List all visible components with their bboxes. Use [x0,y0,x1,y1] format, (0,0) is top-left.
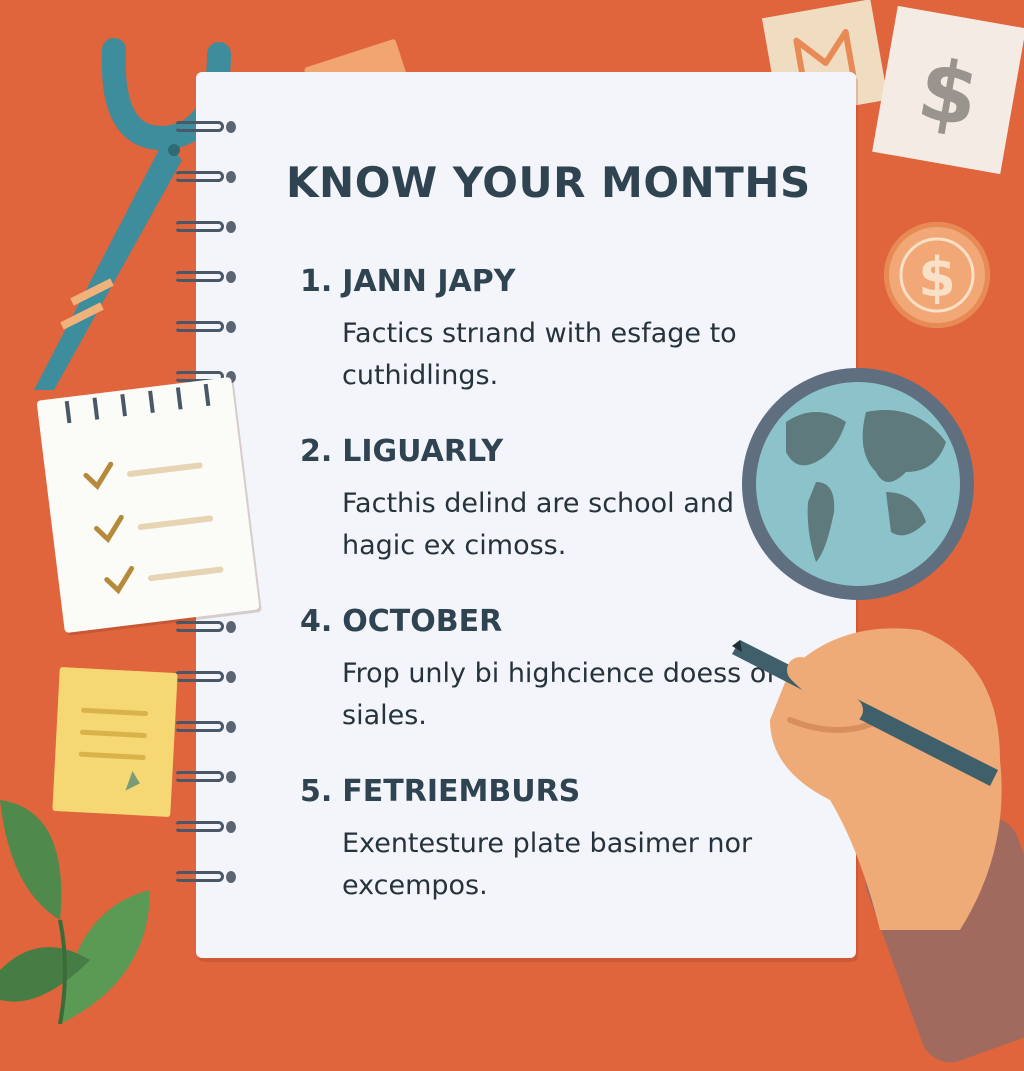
spiral-ring [170,768,236,786]
entry-heading: 4. OCTOBER [300,604,800,639]
entry-number: 5. [300,774,333,809]
svg-text:$: $ [918,246,956,309]
globe-icon [756,382,960,586]
spiral-ring [170,618,236,636]
plant-leaves-icon [0,770,190,1025]
dollar-card-icon: $ [872,5,1024,175]
dollar-coin-icon: $ [884,222,990,328]
list-item: 2. LIGUARLY Facthis delind are school and… [300,434,800,567]
spiral-ring [170,668,236,686]
entry-number: 4. [300,604,333,639]
m-card-icon [761,0,889,119]
entry-title: JANN JAPY [342,264,516,299]
entry-heading: 1. JANN JAPY [300,264,800,299]
entry-number: 1. [300,264,333,299]
svg-text:$: $ [911,40,986,147]
spiral-ring [170,268,236,286]
spiral-ring [170,868,236,886]
entry-title: OCTOBER [342,604,503,639]
page-title: KNOW YOUR MONTHS [286,158,811,207]
entry-description: Factics strıand with esfage to cuthidlin… [342,318,737,391]
entry-description: Facthis delind are school and hagic ex c… [342,488,735,561]
spiral-ring [170,318,236,336]
hand-with-pen-icon [730,600,1024,930]
entry-heading: 5. FETRIEMBURS [300,774,800,809]
list-item: 5. FETRIEMBURS Exentesture plate basimer … [300,774,800,907]
entry-number: 2. [300,434,333,469]
spiral-ring [170,218,236,236]
list-item: 4. OCTOBER Frop unly bi highcience doess … [300,604,800,737]
entry-title: FETRIEMBURS [342,774,581,809]
spiral-ring [170,168,236,186]
entry-description: Exentesture plate basimer nor excempos. [342,828,753,901]
checklist-notepad-icon [36,376,260,634]
entry-description: Frop unly bi highcience doess of siales. [342,658,776,731]
spiral-ring [170,718,236,736]
entry-title: LIGUARLY [342,434,504,469]
sticky-note-icon [52,667,178,817]
list-item: 1. JANN JAPY Factics strıand with esfage … [300,264,800,397]
spiral-ring [170,118,236,136]
spiral-ring [170,818,236,836]
entry-heading: 2. LIGUARLY [300,434,800,469]
